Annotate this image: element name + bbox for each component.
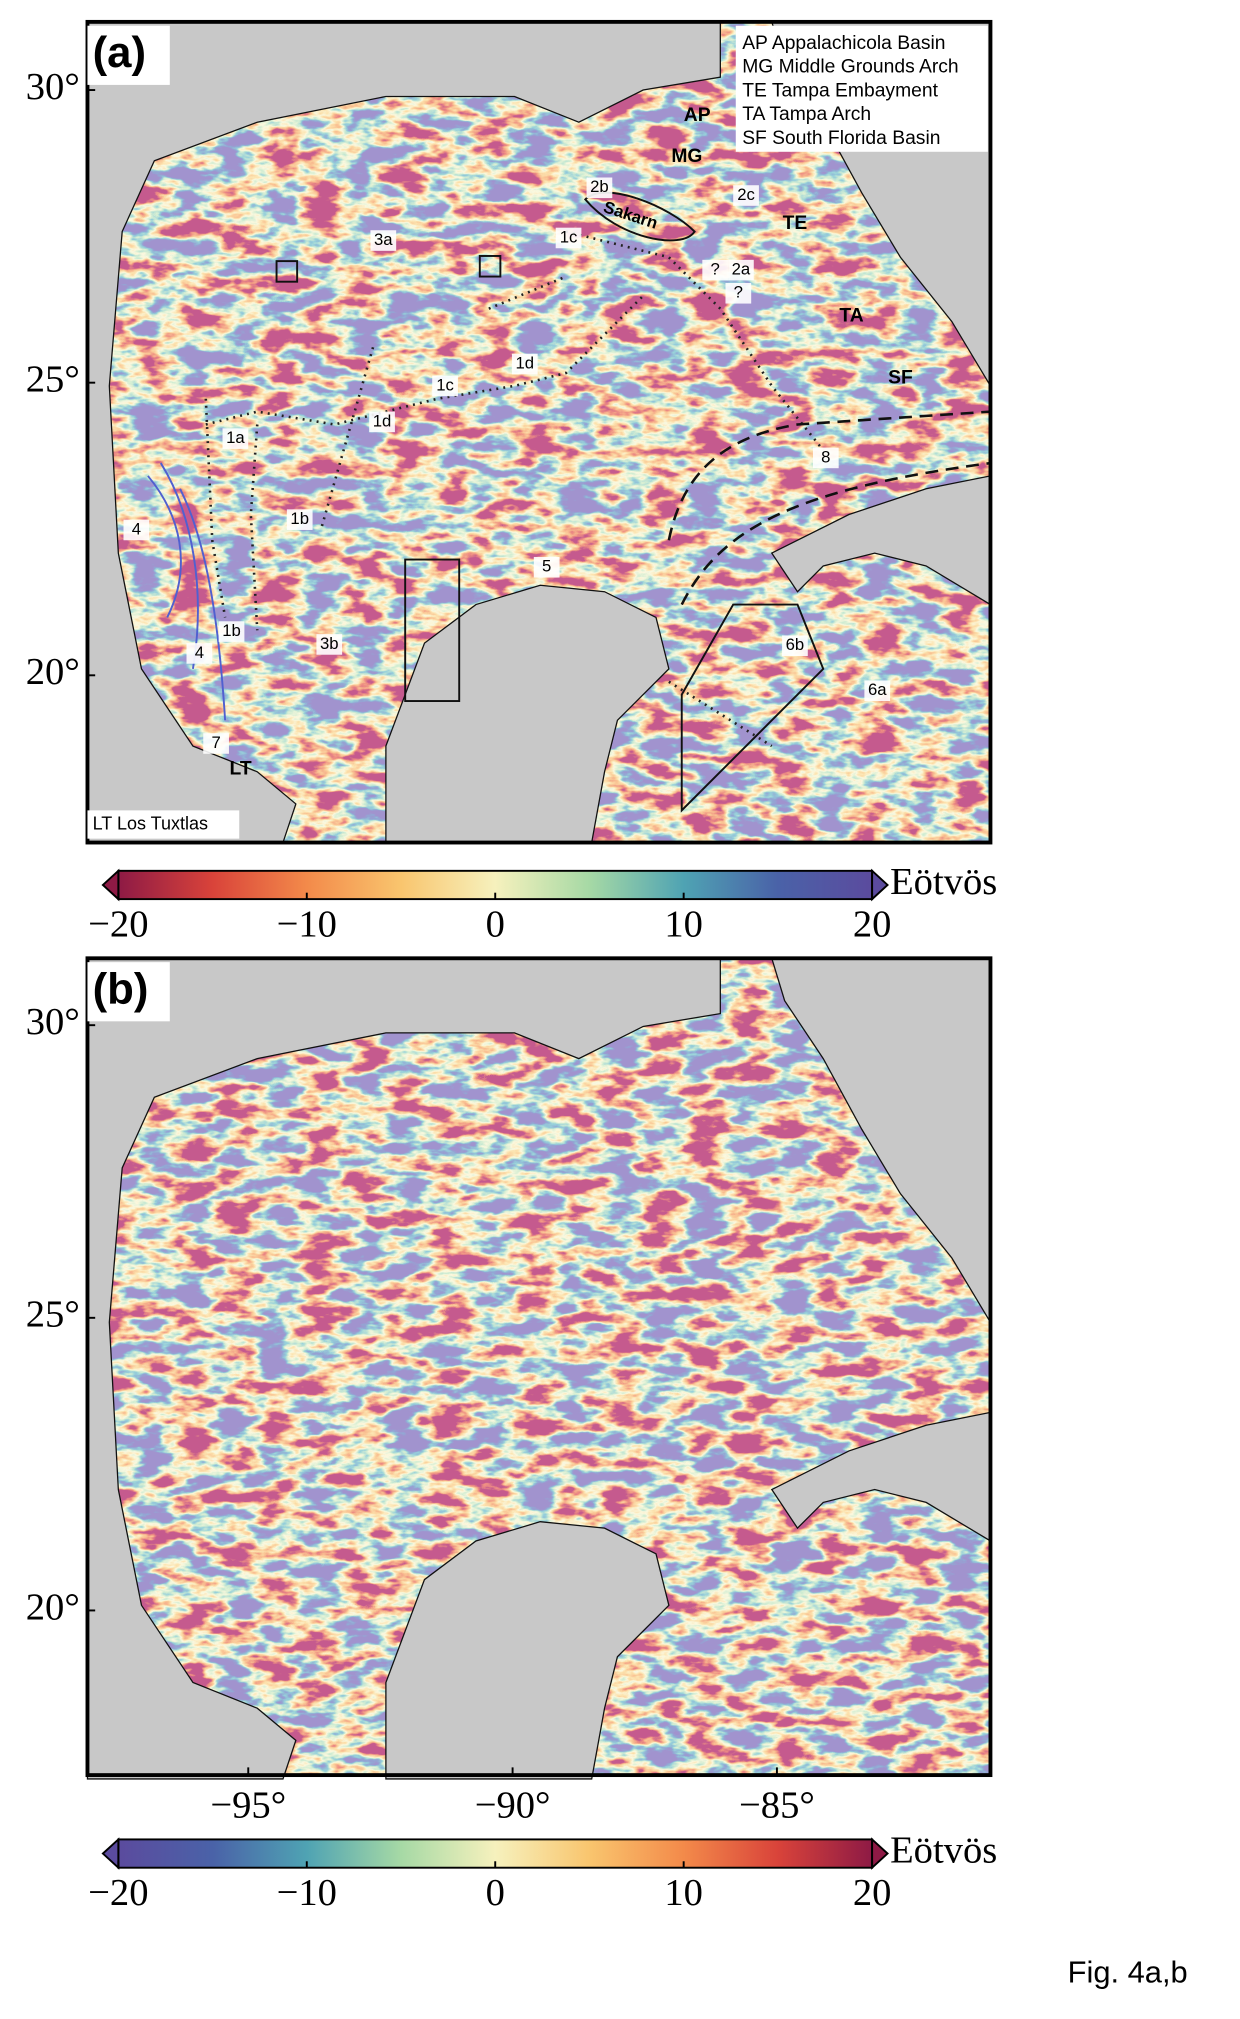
annotation-box bbox=[123, 519, 150, 541]
colorbar-tick-label: −20 bbox=[88, 903, 148, 945]
annotation: LT bbox=[229, 758, 251, 779]
annotation: 2b bbox=[590, 177, 609, 196]
annotation: AP bbox=[684, 105, 711, 126]
lat-tick-label: 30° bbox=[26, 66, 80, 108]
colorbar-unit: Eötvös bbox=[890, 1829, 997, 1871]
annotation: 6b bbox=[786, 635, 805, 654]
colorbar-tick-label: 20 bbox=[853, 1872, 892, 1914]
annotation-box bbox=[812, 447, 839, 469]
annotation: MG bbox=[671, 146, 702, 167]
lon-tick-label: −85° bbox=[739, 1784, 815, 1826]
annotation-box bbox=[432, 375, 458, 397]
lat-tick-label: 25° bbox=[26, 1294, 80, 1336]
colorbar-tick-label: 10 bbox=[664, 1872, 703, 1914]
annotation: 3b bbox=[320, 634, 339, 653]
lat-tick-label: 20° bbox=[26, 1586, 80, 1628]
annotation-box bbox=[218, 621, 245, 642]
map-frame bbox=[85, 19, 993, 845]
legend-box bbox=[735, 25, 988, 152]
annotation: ? bbox=[734, 283, 743, 302]
lon-tick-label: −90° bbox=[475, 1784, 551, 1826]
annotation-box bbox=[511, 353, 538, 375]
annotation: 1b bbox=[222, 621, 241, 640]
lon-tick-label: −95° bbox=[210, 1784, 286, 1826]
legend-entry: SF South Florida Basin bbox=[742, 128, 940, 149]
panel-label-box bbox=[87, 25, 170, 85]
colorbar-tick-label: 10 bbox=[664, 903, 703, 945]
annotation-box bbox=[222, 428, 249, 449]
annotation: 4 bbox=[195, 643, 204, 662]
colorbar-tick-label: −20 bbox=[88, 1872, 148, 1914]
annotation-box bbox=[586, 177, 613, 199]
annotation-box bbox=[316, 634, 343, 655]
legend-entry: TE Tampa Embayment bbox=[742, 80, 938, 101]
annotation-box bbox=[782, 635, 808, 657]
annotation: 6a bbox=[868, 680, 887, 699]
annotation: 1b bbox=[290, 509, 309, 528]
annotation-box bbox=[369, 411, 395, 433]
annotation: 5 bbox=[542, 557, 551, 576]
annotation-box bbox=[864, 680, 891, 702]
annotation: 1a bbox=[226, 428, 245, 447]
colorbar-extend-high bbox=[871, 868, 889, 902]
annotation-box bbox=[702, 259, 729, 281]
outlines bbox=[275, 191, 825, 813]
legend-entry: MG Middle Grounds Arch bbox=[742, 57, 958, 78]
lat-tick-label: 20° bbox=[26, 651, 80, 693]
colorbar-tick-label: 0 bbox=[486, 903, 505, 945]
annotation-box bbox=[725, 282, 752, 304]
annotation: 1c bbox=[436, 375, 454, 394]
colorbar-tick-label: 0 bbox=[486, 1872, 505, 1914]
annotation-box bbox=[533, 556, 560, 578]
colorbar-tick-label: −10 bbox=[277, 903, 337, 945]
annotation: 8 bbox=[821, 447, 830, 466]
annotation: 1d bbox=[516, 353, 535, 372]
colorbar-tick-label: 20 bbox=[853, 903, 892, 945]
annotation-box bbox=[733, 185, 759, 206]
colorbar-unit: Eötvös bbox=[890, 861, 997, 903]
legend-entry: TA Tampa Arch bbox=[742, 104, 871, 125]
annotation: SF bbox=[888, 367, 913, 388]
annotation: 7 bbox=[211, 733, 220, 752]
colorbar-tick-label: −10 bbox=[277, 1872, 337, 1914]
annotation: 1d bbox=[373, 411, 392, 430]
annotation: 4 bbox=[132, 519, 141, 538]
annotation-box bbox=[186, 643, 213, 664]
lat-tick-label: 30° bbox=[26, 1001, 80, 1043]
panel-b: (b) 30° 25° 20° −95° −90° −85° −20 −10 0 10 20Eötv… bbox=[26, 956, 997, 1914]
panel-a: (a) LT Los Tuxtlas 30° 25° 20° AP Appalachi… bbox=[26, 19, 997, 945]
annotation-box bbox=[370, 230, 397, 251]
colorbar-extend-low bbox=[101, 1837, 120, 1870]
annotation-box bbox=[203, 733, 229, 754]
colorbar-extend-high bbox=[871, 1837, 889, 1870]
caption: Fig. 4a,b bbox=[1068, 1955, 1188, 1990]
figure-content: (a) LT Los Tuxtlas 30° 25° 20° AP Appalachi… bbox=[26, 19, 1188, 1990]
note: LT Los Tuxtlas bbox=[93, 813, 208, 833]
annotation: TE bbox=[783, 213, 808, 234]
panel-label-box bbox=[87, 962, 170, 1022]
boundary-lines bbox=[667, 410, 991, 606]
panel-label: (a) bbox=[93, 28, 146, 77]
panel-label: (b) bbox=[93, 964, 149, 1013]
annotation: 1c bbox=[560, 227, 578, 246]
legend-entry: AP Appalachicola Basin bbox=[742, 33, 945, 54]
annotation-box bbox=[728, 259, 754, 281]
note-box bbox=[87, 810, 240, 839]
annotation: 2c bbox=[737, 185, 755, 204]
annotation-box bbox=[555, 227, 582, 249]
annotation: 3a bbox=[374, 230, 393, 249]
annotation-box bbox=[286, 509, 313, 530]
annotation: 2a bbox=[732, 260, 751, 279]
fault-traces bbox=[147, 462, 227, 721]
map-frame bbox=[85, 956, 993, 1778]
interpreted-lineaments bbox=[204, 230, 825, 748]
annotation: TA bbox=[839, 306, 863, 327]
colorbar-extend-low bbox=[101, 868, 120, 902]
lat-tick-label: 25° bbox=[26, 359, 80, 401]
annotation: ? bbox=[711, 260, 720, 279]
